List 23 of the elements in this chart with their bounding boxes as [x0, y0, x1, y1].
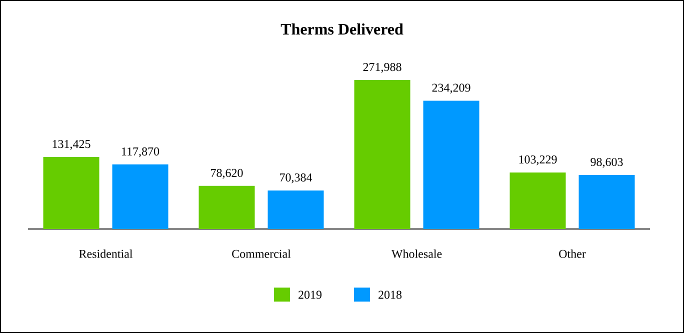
x-tick-label: Commercial [232, 249, 291, 258]
data-label: 70,384 [280, 173, 312, 184]
bar [198, 186, 255, 229]
data-label: 131,425 [52, 140, 90, 150]
data-label: 78,620 [211, 168, 243, 179]
bar [510, 172, 566, 229]
legend-label: 2019 [298, 290, 322, 299]
bar [112, 164, 168, 229]
x-tick-label: Wholesale [391, 249, 442, 258]
chart-title: Therms Delivered [280, 23, 404, 35]
data-label: 98,603 [590, 158, 623, 168]
x-tick-label: Other [559, 249, 586, 258]
x-tick-label: Residential [79, 249, 133, 258]
legend-label: 2018 [378, 290, 402, 299]
data-label: 117,870 [122, 147, 160, 158]
data-label: 103,229 [519, 155, 557, 166]
data-label: 234,209 [432, 84, 470, 94]
bar [578, 174, 635, 229]
bar [43, 157, 100, 229]
data-label: 271,988 [363, 62, 402, 73]
bar [354, 80, 410, 229]
bar [423, 100, 480, 229]
bar [268, 190, 324, 229]
